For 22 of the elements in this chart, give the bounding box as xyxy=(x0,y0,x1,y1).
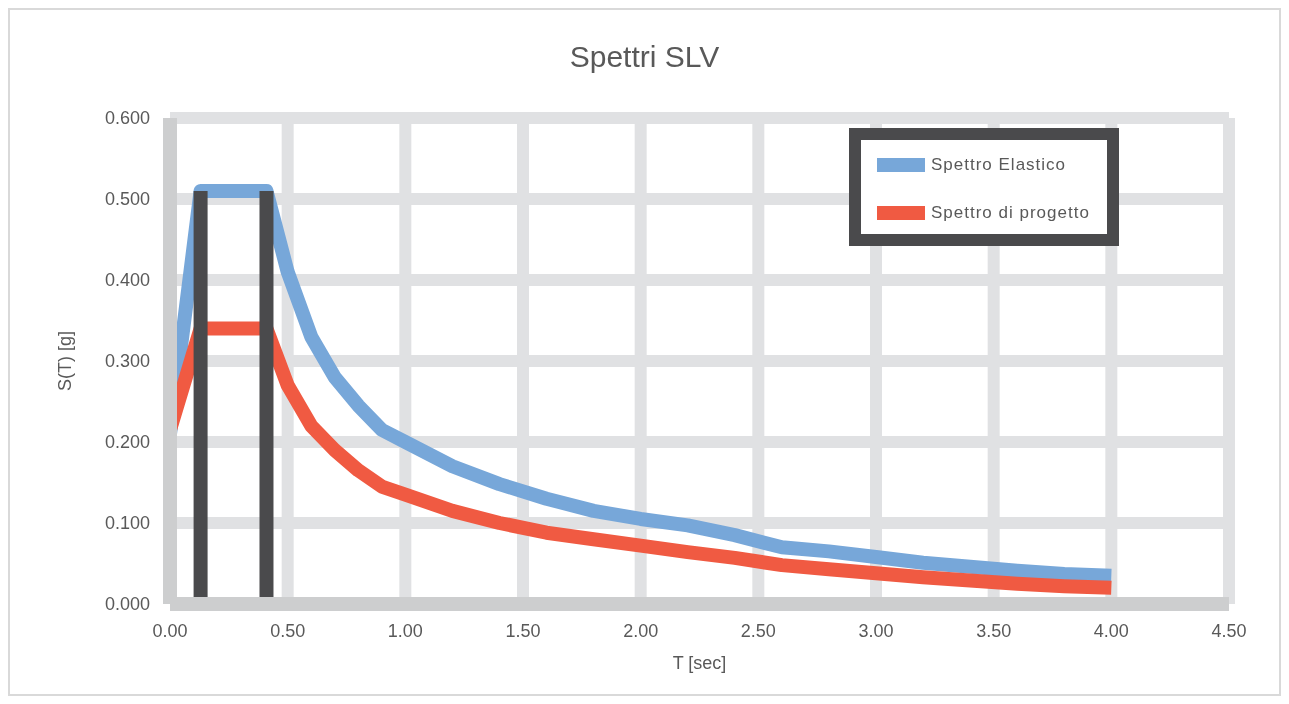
x-tick-label: 2.00 xyxy=(623,620,659,641)
x-tick-label: 2.50 xyxy=(740,620,776,641)
y-axis-title: S(T) [g] xyxy=(55,330,76,392)
x-tick-label: 1.50 xyxy=(505,620,541,641)
y-tick-label: 0.000 xyxy=(104,594,150,615)
x-tick-label: 4.50 xyxy=(1211,620,1247,641)
x-axis-title: T [sec] xyxy=(672,653,727,673)
y-tick-label: 0.500 xyxy=(104,189,150,210)
y-tick-label: 0.300 xyxy=(104,351,150,372)
y-tick-label: 0.400 xyxy=(104,270,150,291)
x-tick-label: 4.00 xyxy=(1093,620,1129,641)
y-tick-label: 0.600 xyxy=(104,108,150,129)
y-tick-label: 0.100 xyxy=(104,513,150,534)
chart-title: Spettri SLV xyxy=(568,40,721,74)
x-tick-label: 3.00 xyxy=(858,620,894,641)
legend-label: Spettro Elastico xyxy=(931,154,1067,176)
x-tick-label: 3.50 xyxy=(976,620,1012,641)
legend-label: Spettro di progetto xyxy=(931,202,1090,224)
y-tick-label: 0.200 xyxy=(104,432,150,453)
x-tick-label: 1.00 xyxy=(387,620,423,641)
x-tick-label: 0.50 xyxy=(270,620,306,641)
x-tick-label: 0.00 xyxy=(152,620,188,641)
